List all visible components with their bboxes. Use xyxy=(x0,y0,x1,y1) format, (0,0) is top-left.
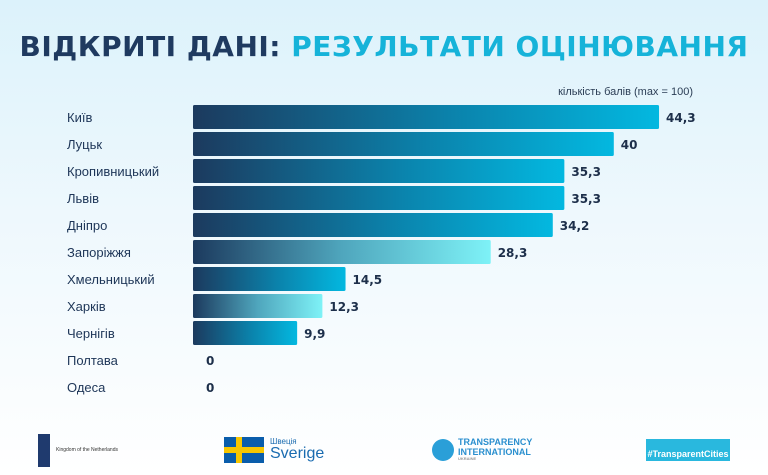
ti-line2: INTERNATIONAL xyxy=(458,446,531,457)
sweden-flag-icon xyxy=(224,437,264,463)
value-label: 0 xyxy=(206,381,214,395)
value-label: 14,5 xyxy=(353,273,383,287)
sweden-text: Sverige xyxy=(270,445,325,462)
value-label: 12,3 xyxy=(329,300,359,314)
value-label: 0 xyxy=(206,354,214,368)
category-label: Київ xyxy=(67,110,92,125)
transparency-international-logo: TRANSPARENCY INTERNATIONAL UKRAINE xyxy=(432,430,532,470)
hashtag-text: #TransparentCities xyxy=(646,439,730,461)
bar xyxy=(193,240,491,264)
netherlands-emblem-icon xyxy=(38,433,50,467)
category-label: Запоріжжя xyxy=(67,245,131,260)
category-label: Одеса xyxy=(67,380,106,395)
chart-title: ВІДКРИТІ ДАНІ: РЕЗУЛЬТАТИ ОЦІНЮВАННЯ xyxy=(0,30,768,63)
bar xyxy=(193,132,614,156)
category-label: Чернігів xyxy=(67,326,115,341)
category-label: Луцьк xyxy=(67,137,102,152)
sweden-ua-text: Швеція xyxy=(270,437,297,446)
category-label: Хмельницький xyxy=(67,272,155,287)
bar xyxy=(193,105,660,129)
title-part2: РЕЗУЛЬТАТИ ОЦІНЮВАННЯ xyxy=(291,30,749,63)
category-label: Кропивницький xyxy=(67,164,159,179)
sweden-logo: Швеція Sverige xyxy=(224,430,324,470)
category-label: Полтава xyxy=(67,353,119,368)
bar xyxy=(193,294,323,318)
title-part1: ВІДКРИТІ ДАНІ: xyxy=(19,30,281,63)
bar xyxy=(193,213,553,237)
bar-chart: Київ 44,3 Луцьк 40 Кропивницький 35,3 Львів 35,… xyxy=(67,105,696,395)
value-label: 44,3 xyxy=(666,111,696,125)
value-label: 34,2 xyxy=(560,219,590,233)
value-label: 40 xyxy=(621,138,638,152)
value-label: 9,9 xyxy=(304,327,325,341)
axis-label: кількість балів (max = 100) xyxy=(558,86,693,98)
bar xyxy=(193,159,565,183)
ti-line3: UKRAINE xyxy=(458,456,477,462)
value-label: 35,3 xyxy=(571,192,601,206)
netherlands-logo: Kingdom of the Netherlands xyxy=(38,430,118,470)
transparent-cities-logo: #TransparentCities xyxy=(646,430,730,470)
category-label: Харків xyxy=(67,299,106,314)
category-label: Дніпро xyxy=(67,218,107,233)
bar xyxy=(193,267,346,291)
value-label: 35,3 xyxy=(571,165,601,179)
netherlands-text: Kingdom of the Netherlands xyxy=(56,447,118,453)
bar xyxy=(193,186,565,210)
category-label: Львів xyxy=(67,191,99,206)
ti-line1: TRANSPARENCY xyxy=(458,437,533,448)
ti-globe-icon xyxy=(432,439,454,461)
value-label: 28,3 xyxy=(498,246,528,260)
bar xyxy=(193,321,298,345)
